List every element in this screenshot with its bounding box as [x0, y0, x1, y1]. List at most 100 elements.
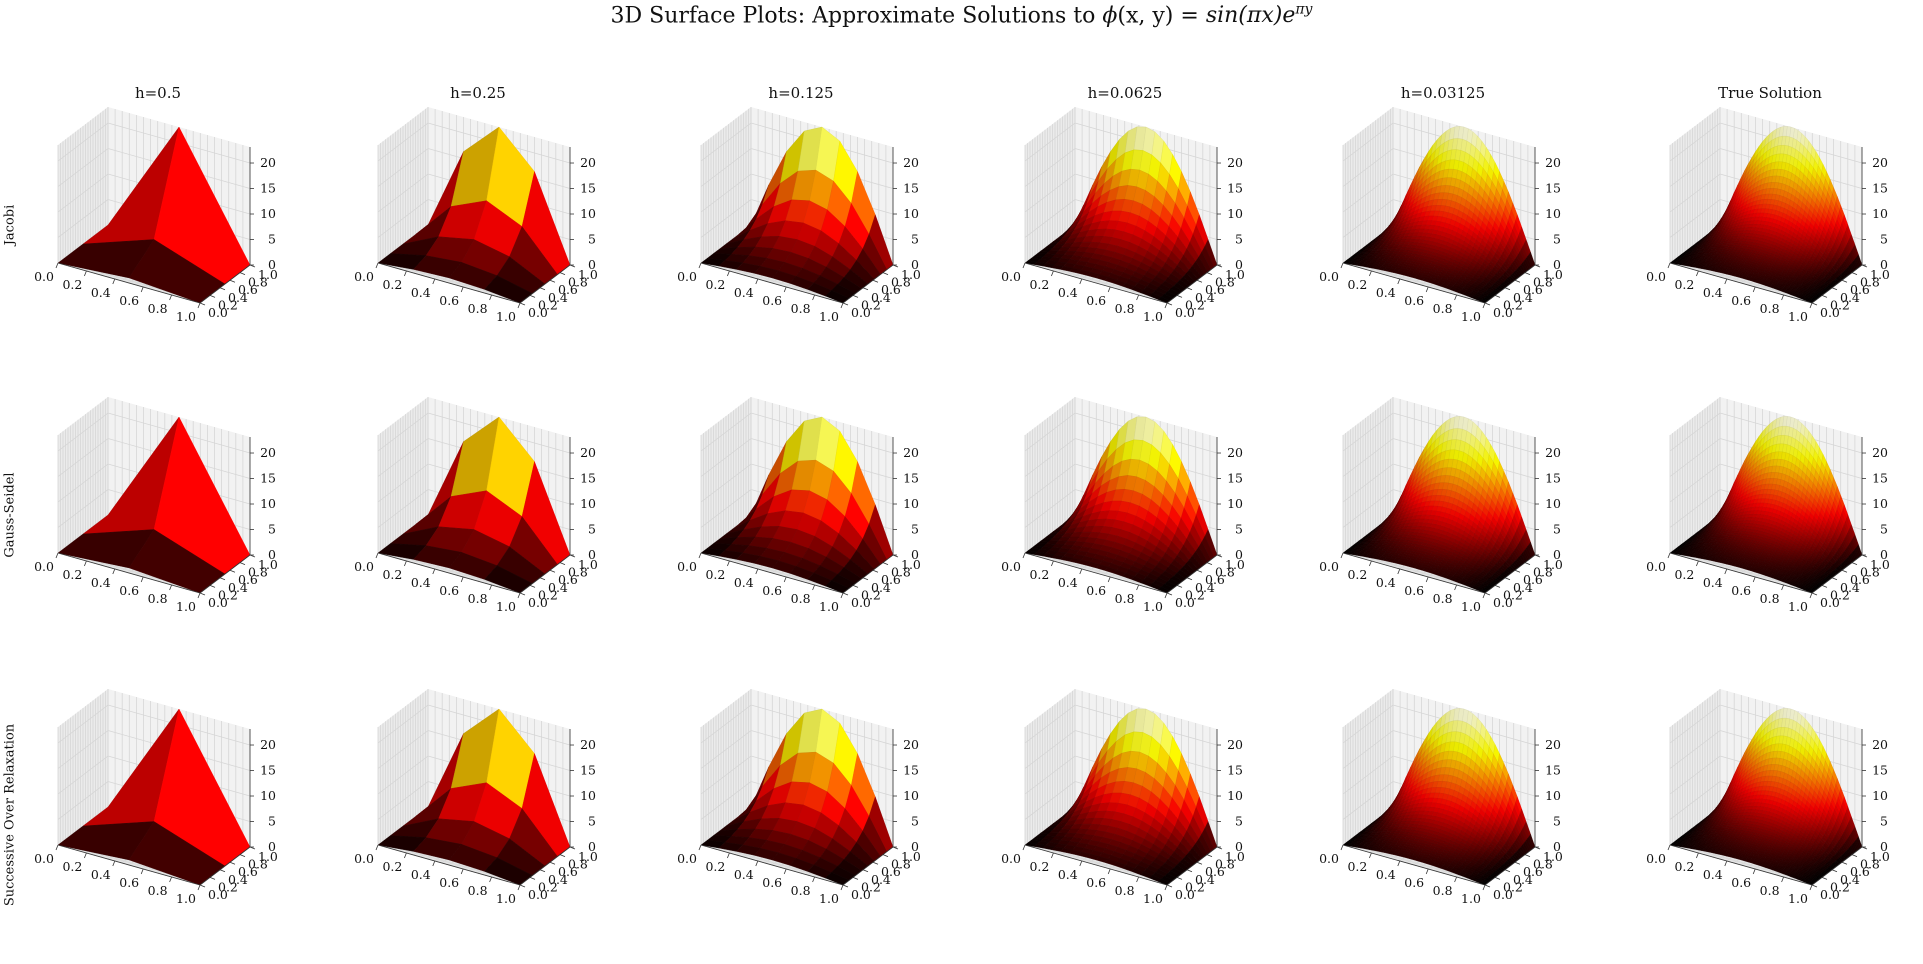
x-tick-label: 0.4 — [411, 285, 431, 300]
x-tick-label: 0.8 — [1760, 301, 1780, 316]
x-tick-label: 0.2 — [382, 277, 402, 292]
z-tick-label: 0 — [911, 257, 919, 272]
surface-panel-gauss-seidel-5: 0.00.20.40.60.81.0 0.00.20.40.60.81.00510… — [1646, 397, 1890, 614]
z-tick-label: 10 — [1872, 206, 1888, 221]
z-tick-label: 20 — [260, 445, 276, 460]
x-tick-label: 0.0 — [677, 559, 697, 574]
axes — [375, 437, 576, 599]
axes — [375, 147, 576, 309]
y-tick-label: 0.2 — [218, 297, 238, 312]
surface-mesh — [1669, 416, 1863, 594]
z-tick-label: 15 — [1227, 471, 1243, 486]
axes — [55, 147, 256, 309]
z-tick-label: 0 — [268, 547, 276, 562]
x-tick-label: 0.0 — [1319, 269, 1339, 284]
y-tick-label: 1.0 — [901, 267, 921, 282]
y-tick-label: 0.8 — [248, 275, 268, 290]
y-tick-label: 0.4 — [228, 290, 248, 305]
x-tick-label: 0.8 — [148, 591, 168, 606]
y-tick-label: 0.6 — [881, 572, 901, 587]
column-title-h-0-125: h=0.125 — [768, 84, 834, 102]
x-tick-label: 0.2 — [705, 277, 725, 292]
y-tick-label: 0.6 — [238, 572, 258, 587]
z-tick-label: 10 — [1545, 496, 1561, 511]
y-tick-label: 0.6 — [1205, 282, 1225, 297]
z-tick-label: 10 — [260, 496, 276, 511]
x-tick-label: 0.2 — [1674, 277, 1694, 292]
surface-mesh — [57, 126, 251, 304]
y-tick-label: 0.0 — [851, 305, 871, 320]
surface-panel-gauss-seidel-2: 0.00.20.40.60.81.0 0.00.20.40.60.81.00510… — [677, 397, 921, 614]
surface-panel-jacobi-3: 0.00.20.40.60.81.0 0.00.20.40.60.81.00510… — [1001, 107, 1245, 324]
x-tick-label: 1.0 — [1461, 599, 1481, 614]
z-tick-label: 15 — [260, 181, 276, 196]
y-tick-label: 0.0 — [528, 305, 548, 320]
surface-panel-jacobi-1: 0.00.20.40.60.81.0 0.00.20.40.60.81.00510… — [354, 107, 598, 324]
x-tick-label: 0.4 — [1058, 575, 1078, 590]
y-tick-label: 0.4 — [871, 580, 891, 595]
x-tick-label: 1.0 — [496, 599, 516, 614]
x-tick-label: 0.6 — [1404, 583, 1424, 598]
x-tick-label: 0.2 — [382, 567, 402, 582]
z-tick-label: 20 — [580, 155, 596, 170]
x-tick-label: 0.8 — [791, 591, 811, 606]
y-tick-label: 0.2 — [861, 587, 881, 602]
z-tick-label: 5 — [911, 522, 919, 537]
x-tick-label: 0.4 — [1058, 285, 1078, 300]
x-tick-label: 0.6 — [1404, 293, 1424, 308]
z-tick-label: 5 — [1880, 232, 1888, 247]
z-tick-label: 15 — [580, 181, 596, 196]
z-tick-label: 5 — [1235, 232, 1243, 247]
z-tick-label: 10 — [1227, 496, 1243, 511]
x-tick-label: 0.8 — [1433, 301, 1453, 316]
x-tick-label: 1.0 — [176, 599, 196, 614]
z-tick-label: 15 — [903, 471, 919, 486]
y-tick-label: 0.8 — [568, 275, 588, 290]
z-tick-label: 5 — [1553, 522, 1561, 537]
x-tick-label: 1.0 — [819, 599, 839, 614]
z-tick-label: 20 — [1227, 445, 1243, 460]
x-tick-label: 1.0 — [1143, 599, 1163, 614]
y-tick-label: 1.0 — [578, 267, 598, 282]
y-tick-label: 0.8 — [1860, 275, 1880, 290]
x-tick-label: 0.2 — [1347, 277, 1367, 292]
z-tick-label: 20 — [1545, 445, 1561, 460]
z-tick-label: 20 — [1872, 155, 1888, 170]
x-tick-label: 0.6 — [1086, 293, 1106, 308]
z-tick-label: 15 — [1545, 471, 1561, 486]
y-tick-label: 0.0 — [1493, 305, 1513, 320]
y-tick-label: 0.6 — [1850, 282, 1870, 297]
surface-mesh — [377, 126, 571, 304]
title-exponent: πy — [1295, 2, 1313, 18]
y-tick-label: 0.6 — [238, 282, 258, 297]
surface-panel-jacobi-2: 0.00.20.40.60.81.0 0.00.20.40.60.81.00510… — [677, 107, 921, 324]
y-tick-label: 1.0 — [1870, 267, 1890, 282]
z-tick-label: 15 — [1545, 181, 1561, 196]
z-tick-label: 5 — [268, 522, 276, 537]
x-tick-label: 0.4 — [91, 285, 111, 300]
y-tick-label: 0.6 — [1523, 572, 1543, 587]
z-tick-label: 10 — [260, 206, 276, 221]
x-tick-label: 0.0 — [677, 269, 697, 284]
x-tick-label: 0.2 — [62, 567, 82, 582]
z-tick-label: 10 — [580, 496, 596, 511]
z-tick-label: 10 — [903, 206, 919, 221]
x-tick-label: 0.6 — [439, 293, 459, 308]
axes — [1340, 147, 1541, 309]
axes — [1022, 147, 1223, 309]
x-tick-label: 1.0 — [496, 309, 516, 324]
x-tick-label: 0.4 — [1703, 285, 1723, 300]
x-tick-label: 0.2 — [1029, 567, 1049, 582]
x-tick-label: 0.6 — [762, 583, 782, 598]
z-tick-label: 15 — [1872, 181, 1888, 196]
y-tick-label: 1.0 — [1225, 557, 1245, 572]
y-tick-label: 0.4 — [548, 290, 568, 305]
x-tick-label: 1.0 — [1788, 309, 1808, 324]
x-tick-label: 0.6 — [1731, 293, 1751, 308]
z-tick-label: 20 — [903, 445, 919, 460]
z-tick-label: 0 — [1235, 547, 1243, 562]
surface-mesh — [1342, 416, 1536, 594]
column-title-true-solution: True Solution — [1718, 84, 1822, 102]
y-tick-label: 0.8 — [1215, 565, 1235, 580]
